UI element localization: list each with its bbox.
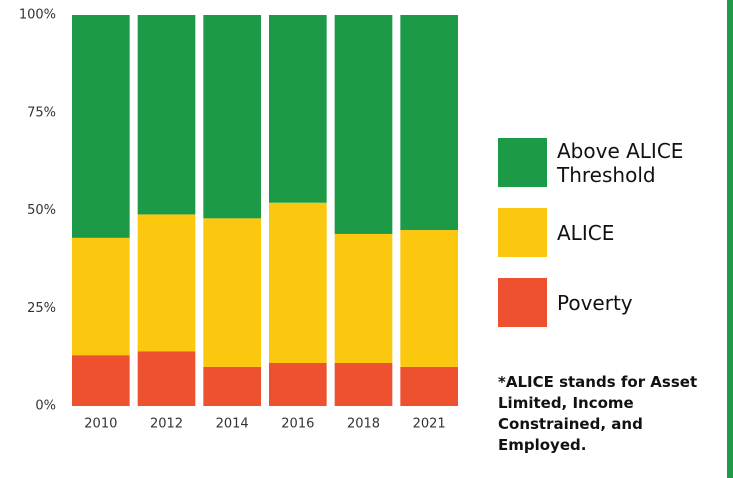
legend-swatch — [498, 208, 547, 257]
legend-item: Above ALICE Threshold — [498, 138, 723, 187]
x-tick-label: 2018 — [347, 417, 380, 432]
legend-item: ALICE — [498, 208, 723, 257]
y-tick-label: 100% — [19, 8, 56, 23]
bar-segment — [72, 237, 130, 356]
bar-segment — [334, 362, 393, 406]
bar-segment — [269, 15, 327, 203]
bar-segment — [334, 15, 393, 234]
bar-segment — [137, 214, 196, 352]
bar-segment — [400, 230, 458, 367]
bar-segment — [203, 15, 261, 219]
legend: Above ALICE Threshold ALICE Poverty — [498, 138, 723, 348]
bar-segment — [137, 351, 196, 406]
legend-label: ALICE — [557, 220, 615, 245]
x-tick-label: 2014 — [216, 417, 249, 432]
legend-item: Poverty — [498, 278, 723, 327]
x-tick-label: 2016 — [281, 417, 314, 432]
bar-segment — [400, 366, 458, 406]
edge-bar — [727, 0, 733, 478]
bar-segment — [72, 355, 130, 406]
y-tick-label: 75% — [27, 105, 56, 120]
bar-segment — [400, 15, 458, 231]
legend-swatch — [498, 138, 547, 187]
bar-segment — [72, 15, 130, 238]
footnote: *ALICE stands for Asset Limited, Income … — [498, 373, 698, 454]
bar-segment — [137, 15, 196, 215]
bar-segment — [203, 218, 261, 367]
legend-swatch — [498, 278, 547, 327]
y-tick-label: 50% — [27, 203, 56, 218]
x-tick-label: 2010 — [84, 417, 117, 432]
bar-segment — [203, 366, 261, 406]
x-tick-label: 2021 — [413, 417, 446, 432]
y-tick-label: 0% — [35, 399, 56, 414]
y-tick-label: 25% — [27, 301, 56, 316]
bar-segment — [269, 202, 327, 363]
x-tick-label: 2012 — [150, 417, 183, 432]
legend-label: Poverty — [557, 290, 633, 315]
bar-segment — [334, 233, 393, 363]
legend-label: Above ALICE Threshold — [557, 138, 684, 187]
bar-segment — [269, 362, 327, 406]
